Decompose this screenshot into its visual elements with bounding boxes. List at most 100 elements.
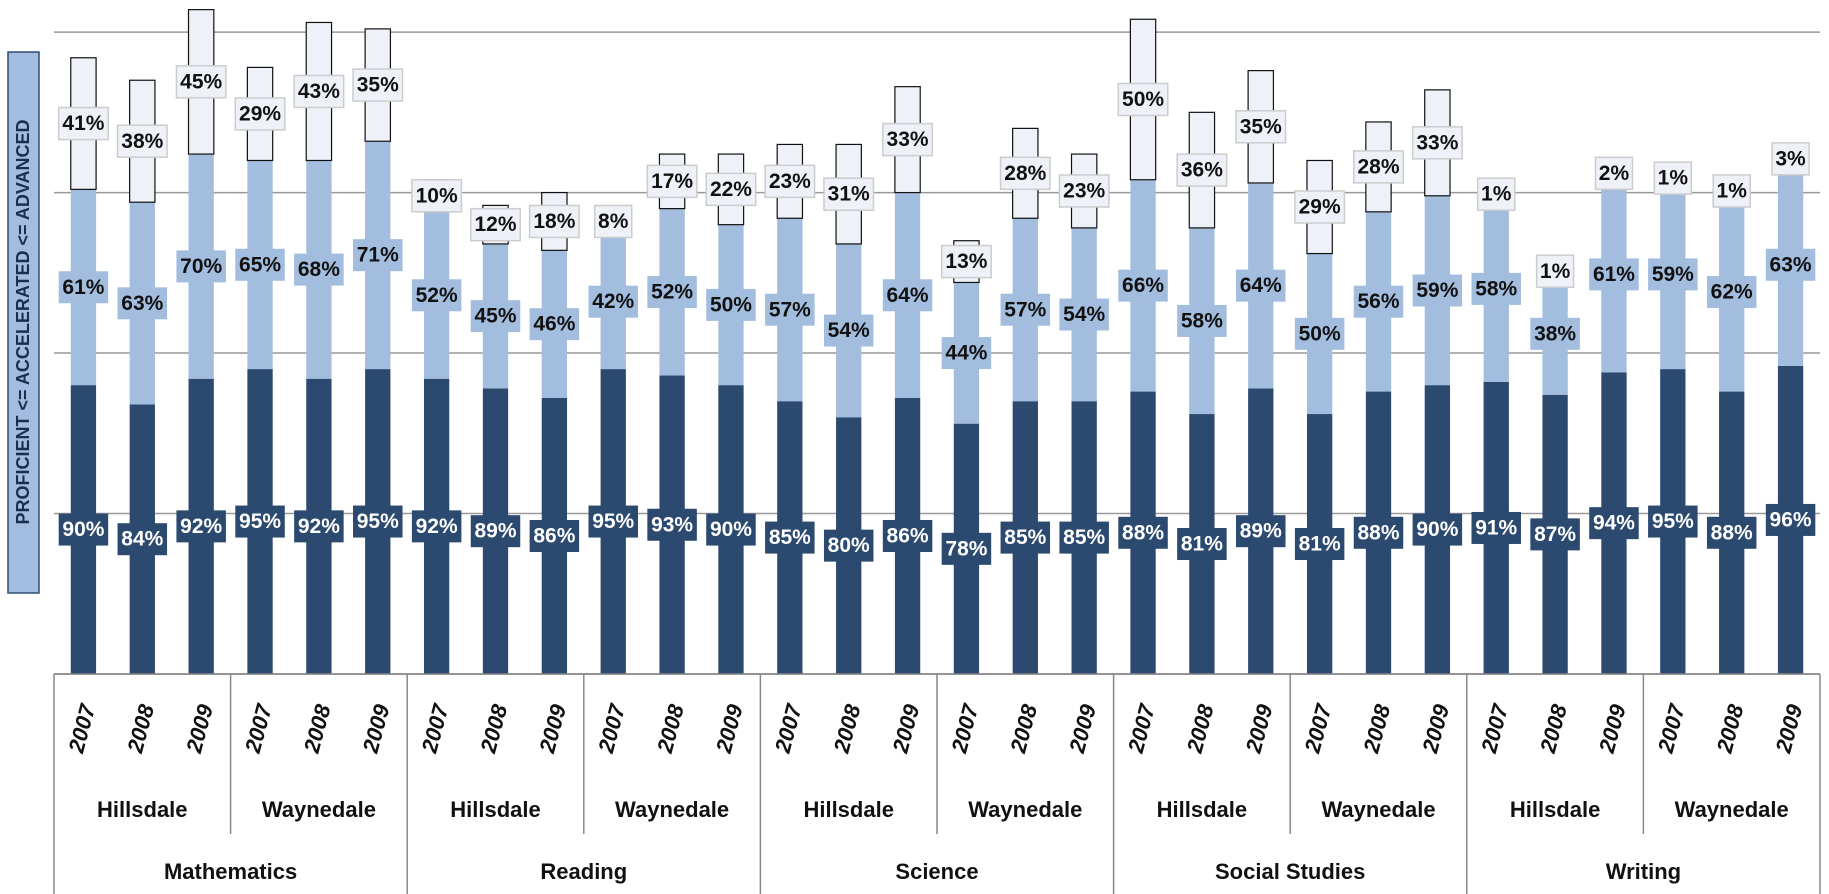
- value-label: 94%: [1593, 512, 1635, 535]
- x-tick-label: 2009: [1594, 701, 1631, 756]
- value-label-box: [1535, 254, 1575, 288]
- value-label-box: [294, 510, 344, 543]
- value-label-box: [1353, 285, 1404, 318]
- value-label: 80%: [828, 534, 870, 557]
- x-tick-label: 2009: [1770, 701, 1807, 756]
- value-label: 88%: [1711, 521, 1753, 544]
- value-label: 89%: [474, 520, 516, 543]
- value-label: 91%: [1475, 517, 1517, 540]
- value-label-box: [353, 505, 403, 538]
- value-label: 52%: [416, 284, 458, 307]
- value-label-box: [1059, 298, 1109, 331]
- value-label: 64%: [887, 284, 929, 307]
- value-label-box: [529, 519, 580, 552]
- value-label-box: [1177, 528, 1227, 561]
- value-label-box: [823, 529, 874, 562]
- value-label-box: [1294, 190, 1346, 224]
- value-label: 41%: [62, 112, 104, 135]
- value-label-box: [1594, 156, 1634, 191]
- value-label: 93%: [651, 513, 693, 536]
- value-label: 54%: [828, 319, 870, 342]
- value-label-box: [882, 122, 934, 157]
- value-label: 63%: [121, 292, 163, 315]
- group-label: Waynedale: [1321, 797, 1435, 822]
- group-label: Waynedale: [968, 797, 1082, 822]
- value-label-box: [176, 510, 226, 543]
- value-label: 92%: [298, 515, 340, 538]
- value-label: 36%: [1181, 159, 1223, 182]
- value-label-box: [765, 521, 815, 554]
- value-label: 29%: [239, 102, 281, 125]
- value-label: 95%: [357, 510, 399, 533]
- value-label-box: [1471, 272, 1521, 305]
- subject-label: Mathematics: [164, 859, 297, 884]
- value-label: 58%: [1181, 309, 1223, 332]
- value-label: 45%: [474, 305, 516, 328]
- value-label: 18%: [533, 210, 575, 233]
- value-label: 42%: [592, 290, 634, 313]
- value-label: 3%: [1775, 147, 1806, 170]
- value-label-box: [1235, 110, 1287, 144]
- value-label: 10%: [416, 184, 458, 207]
- value-label: 50%: [1122, 88, 1164, 111]
- value-label-box: [470, 515, 521, 548]
- value-label-box: [593, 204, 633, 239]
- group-label: Hillsdale: [97, 797, 187, 822]
- value-label-box: [999, 156, 1051, 191]
- value-label-box: [941, 532, 992, 565]
- value-label-box: [1765, 248, 1816, 281]
- y-axis-label: PROFICIENT <= ACCELERATED <= ADVANCED: [13, 119, 33, 524]
- value-label-box: [1118, 516, 1168, 549]
- value-label-box: [235, 505, 285, 538]
- value-label: 43%: [298, 80, 340, 103]
- value-label: 66%: [1122, 274, 1164, 297]
- x-tick-label: 2008: [122, 701, 159, 756]
- value-label: 71%: [357, 244, 399, 267]
- value-label-box: [823, 314, 874, 347]
- value-label-box: [1648, 258, 1698, 291]
- value-label: 95%: [592, 510, 634, 533]
- value-label: 90%: [710, 518, 752, 541]
- subject-label: Writing: [1606, 859, 1681, 884]
- value-label: 95%: [1652, 510, 1694, 533]
- value-label: 64%: [1240, 274, 1282, 297]
- value-label-box: [353, 239, 403, 272]
- value-label: 92%: [180, 515, 222, 538]
- value-label: 8%: [598, 210, 629, 233]
- value-label: 96%: [1770, 508, 1812, 531]
- group-label: Hillsdale: [1510, 797, 1600, 822]
- value-label: 61%: [1593, 263, 1635, 286]
- value-label: 81%: [1299, 533, 1341, 556]
- value-label-box: [1294, 528, 1345, 561]
- value-label: 23%: [769, 170, 811, 193]
- value-label-box: [1177, 304, 1227, 337]
- value-label: 38%: [121, 130, 163, 153]
- value-label-box: [528, 204, 580, 239]
- value-label-box: [1353, 150, 1404, 184]
- value-label: 85%: [1004, 526, 1046, 549]
- value-label: 1%: [1481, 183, 1512, 206]
- value-label-box: [411, 279, 462, 312]
- subject-label: Science: [895, 859, 978, 884]
- group-label: Hillsdale: [803, 797, 893, 822]
- x-tick-label: 2007: [63, 700, 101, 756]
- value-label-box: [470, 207, 521, 242]
- value-label: 88%: [1357, 521, 1399, 544]
- value-label: 90%: [1416, 518, 1458, 541]
- x-tick-label: 2008: [1358, 701, 1395, 756]
- value-label: 46%: [533, 313, 575, 336]
- value-label: 23%: [1063, 180, 1105, 203]
- value-label: 33%: [1416, 131, 1458, 154]
- value-label-box: [176, 250, 226, 283]
- x-tick-label: 2008: [1005, 701, 1042, 756]
- x-tick-label: 2009: [887, 701, 924, 756]
- value-label: 33%: [887, 128, 929, 151]
- value-label: 50%: [710, 293, 752, 316]
- value-label: 65%: [239, 253, 281, 276]
- value-label: 13%: [945, 250, 987, 273]
- value-label-box: [1706, 516, 1757, 549]
- x-tick-label: 2007: [1299, 700, 1337, 756]
- y-label-box: [7, 51, 40, 594]
- value-label: 92%: [416, 515, 458, 538]
- value-label-box: [1353, 516, 1404, 549]
